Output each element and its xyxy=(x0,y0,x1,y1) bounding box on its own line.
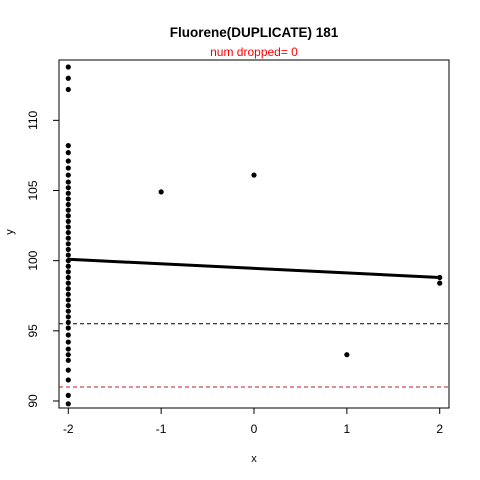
data-point xyxy=(65,291,71,297)
data-point xyxy=(65,357,71,363)
y-tick-label: 110 xyxy=(26,110,40,129)
chart-subtitle: num dropped= 0 xyxy=(210,45,298,59)
x-tick-label: 1 xyxy=(344,422,351,436)
data-point xyxy=(65,64,71,70)
data-point xyxy=(251,172,257,178)
data-point xyxy=(65,377,71,383)
data-point xyxy=(65,367,71,373)
data-point xyxy=(65,319,71,326)
data-point xyxy=(344,352,350,358)
x-axis: -2 -1 0 1 2 xyxy=(63,407,443,436)
data-point xyxy=(65,258,71,264)
data-point xyxy=(65,207,71,213)
data-point xyxy=(65,218,71,224)
regression-line xyxy=(68,257,440,279)
data-point xyxy=(437,280,443,286)
y-tick-label: 90 xyxy=(26,394,40,408)
data-point xyxy=(65,263,71,269)
data-point xyxy=(65,213,71,219)
data-point xyxy=(65,325,71,331)
data-point xyxy=(65,224,71,230)
data-points xyxy=(65,64,443,407)
x-tick-label: -1 xyxy=(156,422,167,436)
data-point xyxy=(65,346,71,352)
data-point xyxy=(65,339,71,345)
data-point xyxy=(65,179,71,185)
data-point xyxy=(65,201,71,208)
data-point xyxy=(65,297,71,303)
data-point xyxy=(65,246,71,253)
data-point xyxy=(65,150,71,156)
data-point xyxy=(65,286,71,292)
data-point xyxy=(65,158,71,164)
y-axis-label: y xyxy=(4,229,16,235)
data-point xyxy=(65,308,71,314)
y-tick-label: 95 xyxy=(26,324,40,338)
y-tick-label: 105 xyxy=(26,180,40,200)
data-point xyxy=(65,280,71,286)
data-point xyxy=(65,314,71,320)
data-point xyxy=(65,352,71,358)
x-axis-label: x xyxy=(251,453,257,465)
x-tick-label: -2 xyxy=(63,422,74,436)
data-point xyxy=(65,269,71,275)
data-point xyxy=(65,235,71,241)
regression-line-group xyxy=(68,257,440,279)
data-point xyxy=(65,75,71,81)
data-point xyxy=(65,86,71,93)
x-tick-label: 2 xyxy=(436,422,443,436)
data-point xyxy=(65,196,71,202)
data-point xyxy=(65,401,71,407)
y-tick-label: 100 xyxy=(26,250,40,270)
data-point xyxy=(65,332,71,338)
chart-title: Fluorene(DUPLICATE) 181 xyxy=(170,25,339,40)
data-point xyxy=(65,302,71,309)
y-axis: 90 95 100 105 110 xyxy=(26,110,60,408)
data-point xyxy=(65,229,71,236)
data-point xyxy=(65,190,71,196)
plot-frame xyxy=(58,59,450,409)
data-point xyxy=(158,189,164,195)
data-point xyxy=(437,274,443,281)
data-point xyxy=(65,392,71,398)
data-point xyxy=(65,252,71,258)
data-point xyxy=(65,185,71,191)
reference-lines xyxy=(59,323,449,388)
data-point xyxy=(65,142,71,149)
data-point xyxy=(65,165,71,171)
data-point xyxy=(65,274,71,281)
data-point xyxy=(65,241,71,247)
data-point xyxy=(65,172,71,178)
x-tick-label: 0 xyxy=(251,422,258,436)
